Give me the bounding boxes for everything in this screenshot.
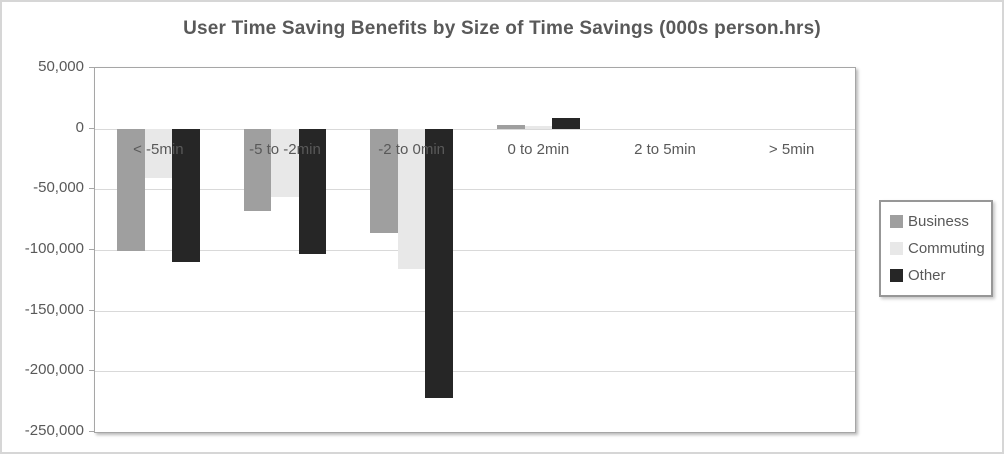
y-axis-tick-label: -250,000 xyxy=(24,422,84,439)
legend-item-commuting: Commuting xyxy=(881,235,991,262)
legend-item-business: Business xyxy=(881,208,991,235)
y-axis-tick-label: -100,000 xyxy=(24,240,84,257)
bar-other-1 xyxy=(298,128,327,254)
y-axis-tick xyxy=(89,431,94,432)
legend-label-other: Other xyxy=(908,267,946,284)
legend-item-other: Other xyxy=(881,262,991,289)
gridline xyxy=(95,128,855,130)
y-axis-tick-label: 50,000 xyxy=(38,58,84,75)
gridline xyxy=(95,189,855,191)
bar-business-3 xyxy=(497,125,525,129)
x-axis-category-label: 0 to 2min xyxy=(507,140,570,158)
x-axis-category-label: < -5min xyxy=(133,140,184,158)
x-axis-category-label: -2 to 0min xyxy=(378,140,445,158)
y-axis-tick-label: -200,000 xyxy=(24,361,84,379)
y-axis-tick xyxy=(89,249,94,250)
y-axis-tick xyxy=(89,67,94,68)
y-axis-tick xyxy=(89,309,94,311)
y-axis-tick-label: 0 xyxy=(75,118,84,136)
y-axis-tick xyxy=(89,188,94,190)
x-axis-category-label: -5 to -2min xyxy=(249,140,321,158)
bar-other-3 xyxy=(552,117,580,129)
bar-business-2 xyxy=(370,128,398,233)
y-axis-tick-label: -50,000 xyxy=(33,179,84,197)
bar-commuting-1 xyxy=(271,128,299,197)
legend-swatch-commuting xyxy=(890,242,903,255)
legend: Business Commuting Other xyxy=(879,200,993,297)
gridline xyxy=(95,250,855,251)
bar-commuting-2 xyxy=(397,128,426,270)
plot-area: < -5min -5 to -2min -2 to 0min 0 to 2min 2 t… xyxy=(94,67,856,433)
y-axis-tick xyxy=(89,370,94,372)
legend-label-commuting: Commuting xyxy=(908,240,985,257)
legend-label-business: Business xyxy=(908,213,969,230)
y-axis-tick xyxy=(89,127,94,129)
bar-commuting-3 xyxy=(524,126,553,129)
bar-other-2 xyxy=(425,128,453,399)
chart-title: User Time Saving Benefits by Size of Tim… xyxy=(183,18,821,39)
y-axis-tick-label: -150,000 xyxy=(24,300,84,318)
bar-other-0 xyxy=(172,128,200,263)
gridline xyxy=(95,371,855,373)
bar-business-1 xyxy=(243,128,272,212)
bar-commuting-0 xyxy=(144,128,173,179)
x-axis-category-label: > 5min xyxy=(768,140,815,158)
bar-business-0 xyxy=(117,128,145,252)
legend-swatch-business xyxy=(890,215,903,228)
x-axis-category-label: 2 to 5min xyxy=(634,140,696,158)
legend-swatch-other xyxy=(890,269,903,282)
gridline xyxy=(95,310,855,312)
